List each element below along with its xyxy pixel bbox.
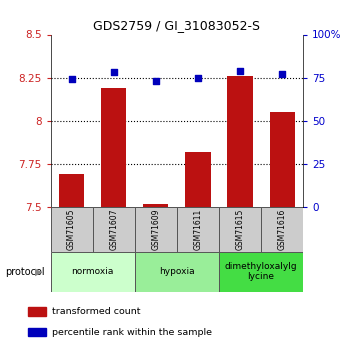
Text: GSM71607: GSM71607 xyxy=(109,209,118,250)
Bar xyxy=(28,328,45,336)
Point xyxy=(279,71,285,77)
Bar xyxy=(227,76,253,207)
Bar xyxy=(59,174,84,207)
FancyBboxPatch shape xyxy=(135,252,219,292)
Bar xyxy=(185,152,210,207)
Text: GSM71609: GSM71609 xyxy=(151,209,160,250)
Title: GDS2759 / GI_31083052-S: GDS2759 / GI_31083052-S xyxy=(93,19,260,32)
Bar xyxy=(270,112,295,207)
Bar xyxy=(28,307,45,316)
FancyBboxPatch shape xyxy=(135,207,177,252)
Text: dimethyloxalylg
lycine: dimethyloxalylg lycine xyxy=(225,262,297,282)
Text: normoxia: normoxia xyxy=(71,267,114,276)
FancyBboxPatch shape xyxy=(219,207,261,252)
Text: ▶: ▶ xyxy=(35,267,43,277)
FancyBboxPatch shape xyxy=(219,252,303,292)
FancyBboxPatch shape xyxy=(261,207,303,252)
Point xyxy=(195,75,201,80)
Bar xyxy=(101,88,126,207)
Text: percentile rank within the sample: percentile rank within the sample xyxy=(52,328,212,337)
Text: GSM71605: GSM71605 xyxy=(67,209,76,250)
Text: GSM71611: GSM71611 xyxy=(193,209,203,250)
Text: protocol: protocol xyxy=(5,267,45,277)
Bar xyxy=(143,204,169,207)
FancyBboxPatch shape xyxy=(51,252,135,292)
Point xyxy=(69,77,74,82)
FancyBboxPatch shape xyxy=(51,207,93,252)
Text: hypoxia: hypoxia xyxy=(159,267,195,276)
FancyBboxPatch shape xyxy=(177,207,219,252)
Text: GSM71615: GSM71615 xyxy=(236,209,244,250)
Text: GSM71616: GSM71616 xyxy=(278,209,287,250)
Point xyxy=(111,70,117,75)
Point xyxy=(237,68,243,73)
Point xyxy=(153,78,159,84)
Text: transformed count: transformed count xyxy=(52,307,141,316)
FancyBboxPatch shape xyxy=(93,207,135,252)
